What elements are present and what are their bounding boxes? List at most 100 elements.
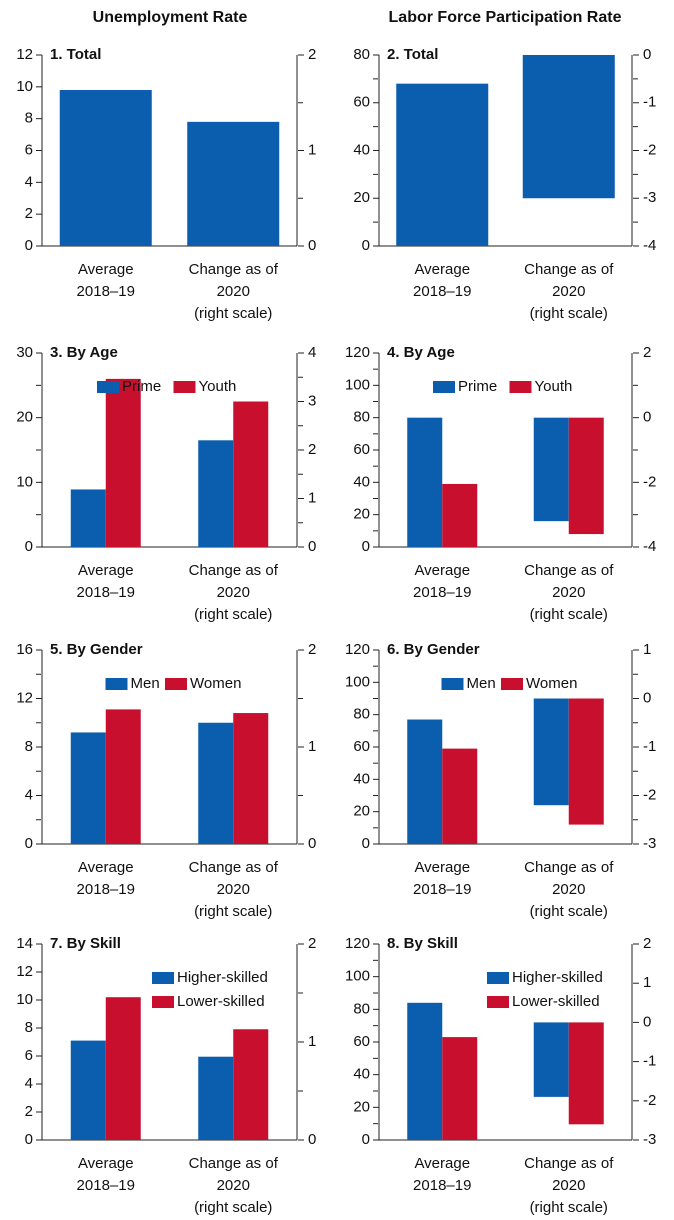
x-tick-label: 2018–19 xyxy=(77,881,135,898)
x-tick-label: Change as of xyxy=(189,1155,279,1172)
x-tick-label: Change as of xyxy=(189,859,279,876)
y-tick-label: 100 xyxy=(345,968,370,985)
legend-label: Men xyxy=(467,675,496,692)
y2-tick-label: 2 xyxy=(308,935,316,952)
y2-tick-label: 1 xyxy=(643,641,651,658)
y2-tick-label: 0 xyxy=(643,46,651,63)
x-tick-label: (right scale) xyxy=(194,606,272,623)
bar xyxy=(407,417,443,547)
y-tick-label: 60 xyxy=(353,441,370,458)
bar xyxy=(568,1022,604,1125)
bar xyxy=(442,748,478,844)
y2-tick-label: 1 xyxy=(308,738,316,755)
y2-tick-label: -2 xyxy=(643,473,656,490)
bar xyxy=(105,997,141,1140)
panel-title: 6. By Gender xyxy=(387,641,480,658)
y2-tick-label: 1 xyxy=(643,974,651,991)
x-tick-label: 2018–19 xyxy=(413,584,471,601)
panel-title: 2. Total xyxy=(387,46,438,63)
x-tick-label: (right scale) xyxy=(530,305,608,322)
y2-tick-label: -1 xyxy=(643,738,656,755)
y2-tick-label: 2 xyxy=(308,641,316,658)
y2-tick-label: 0 xyxy=(643,1013,651,1030)
y-tick-label: 2 xyxy=(25,1103,33,1120)
x-tick-label: 2020 xyxy=(217,283,250,300)
x-tick-label: Average xyxy=(78,562,134,579)
y-tick-label: 8 xyxy=(25,738,33,755)
x-tick-label: (right scale) xyxy=(530,606,608,623)
y-tick-label: 4 xyxy=(25,1075,33,1092)
y-tick-label: 8 xyxy=(25,110,33,127)
bar xyxy=(568,698,604,825)
bar xyxy=(198,1056,234,1140)
x-tick-label: Average xyxy=(78,261,134,278)
bar xyxy=(198,722,234,844)
legend-label: Women xyxy=(526,675,577,692)
bar xyxy=(442,483,478,547)
x-tick-label: Average xyxy=(414,1155,470,1172)
x-tick-label: 2020 xyxy=(552,584,585,601)
y-tick-label: 0 xyxy=(25,538,33,555)
y-tick-label: 0 xyxy=(362,237,370,254)
x-tick-label: Change as of xyxy=(524,261,614,278)
y2-tick-label: 2 xyxy=(308,46,316,63)
y2-tick-label: 3 xyxy=(308,392,316,409)
legend-swatch xyxy=(509,381,532,393)
panel-title: 8. By Skill xyxy=(387,935,458,952)
y-tick-label: 30 xyxy=(16,344,33,361)
x-tick-label: (right scale) xyxy=(530,903,608,920)
y-tick-label: 80 xyxy=(353,46,370,63)
y-tick-label: 2 xyxy=(25,205,33,222)
y-tick-label: 100 xyxy=(345,376,370,393)
y2-tick-label: 0 xyxy=(643,689,651,706)
x-tick-label: 2018–19 xyxy=(77,283,135,300)
legend-label: Lower-skilled xyxy=(512,993,600,1010)
y-tick-label: 10 xyxy=(16,78,33,95)
x-tick-label: (right scale) xyxy=(194,1199,272,1216)
x-tick-label: 2020 xyxy=(552,283,585,300)
bar xyxy=(70,732,106,844)
y2-tick-label: -1 xyxy=(643,94,656,111)
legend-swatch xyxy=(97,381,119,393)
column-title: Labor Force Participation Rate xyxy=(389,9,622,26)
y2-tick-label: -2 xyxy=(643,786,656,803)
y-tick-label: 20 xyxy=(353,189,370,206)
legend-label: Youth xyxy=(535,378,573,395)
y2-tick-label: 1 xyxy=(308,1033,316,1050)
y2-tick-label: 1 xyxy=(308,489,316,506)
y-tick-label: 60 xyxy=(353,94,370,111)
y-tick-label: 6 xyxy=(25,141,33,158)
x-tick-label: Change as of xyxy=(189,562,279,579)
y-tick-label: 20 xyxy=(353,803,370,820)
bar xyxy=(533,1022,569,1097)
legend-label: Men xyxy=(131,675,160,692)
y-tick-label: 12 xyxy=(16,46,33,63)
y-tick-label: 0 xyxy=(362,1131,370,1148)
legend-swatch xyxy=(105,678,128,690)
x-tick-label: Average xyxy=(414,859,470,876)
x-tick-label: Average xyxy=(78,859,134,876)
y2-tick-label: 2 xyxy=(643,344,651,361)
bar xyxy=(233,1029,269,1140)
y2-tick-label: -2 xyxy=(643,1092,656,1109)
legend-swatch xyxy=(487,972,509,984)
x-tick-label: 2020 xyxy=(217,1177,250,1194)
x-tick-label: 2018–19 xyxy=(77,1177,135,1194)
y-tick-label: 80 xyxy=(353,409,370,426)
y-tick-label: 0 xyxy=(362,835,370,852)
legend-swatch xyxy=(441,678,464,690)
y2-tick-label: 0 xyxy=(308,538,316,555)
x-tick-label: Average xyxy=(414,562,470,579)
bar xyxy=(442,1037,478,1140)
bar xyxy=(233,713,269,844)
bar xyxy=(407,719,443,844)
x-tick-label: Change as of xyxy=(189,261,279,278)
y-tick-label: 0 xyxy=(25,835,33,852)
x-tick-label: 2020 xyxy=(552,881,585,898)
legend-swatch xyxy=(165,678,187,690)
panel-title: 3. By Age xyxy=(50,344,118,361)
bar xyxy=(187,121,280,246)
bar xyxy=(233,401,269,547)
y2-tick-label: -3 xyxy=(643,1131,656,1148)
bar xyxy=(105,709,141,844)
